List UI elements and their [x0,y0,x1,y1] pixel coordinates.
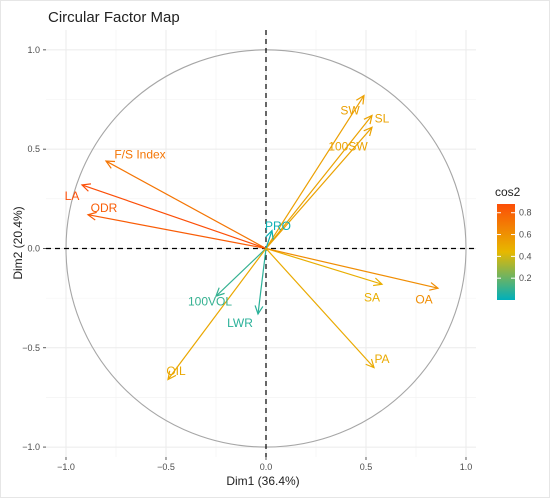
y-tick-label: −0.5 [22,343,40,353]
variable-arrow-100vol [215,248,267,298]
arrow-shaft [257,248,267,315]
arrow-shaft [265,115,373,249]
legend-tick-label: 0.8 [519,208,532,218]
variable-label: SW [340,104,360,118]
variable-label: SL [375,112,390,126]
variable-arrow-lwr [254,248,267,316]
arrow-head [80,183,92,192]
variable-label: 100VOL [188,294,232,308]
variable-label: PRO [265,219,291,233]
variable-label: PA [374,352,389,366]
variable-arrow-pa [265,248,375,369]
arrow-head [167,370,177,381]
arrow-head [104,160,116,169]
variable-arrow-100sw [265,126,373,249]
arrow-head [363,126,373,137]
x-tick-label: 0.5 [360,462,373,472]
y-axis-ticks: −1.0 −0.5 0.0 0.5 1.0 [22,45,46,452]
y-tick-label: 0.5 [27,144,40,154]
arrow-shaft [105,160,267,249]
variable-label: 100SW [328,139,368,153]
arrow-shaft [265,230,273,249]
legend-ticks: 0.2 0.4 0.6 0.8 [497,208,532,283]
arrow-shaft [265,247,439,289]
arrow-shaft [87,214,267,250]
arrow-head [356,94,365,105]
arrow-head [363,114,373,125]
chart-title: Circular Factor Map [48,9,180,26]
variable-label: OIL [166,364,186,378]
arrow-shaft [265,247,383,285]
variable-arrows [80,94,440,381]
arrow-shaft [81,184,267,250]
arrow-shaft [265,126,373,249]
x-tick-label: −1.0 [57,462,75,472]
arrow-head [365,358,375,369]
variable-arrow-sl [265,114,373,249]
variable-arrow-la [80,183,267,250]
variable-arrow-oil [167,248,267,381]
x-tick-label: 0.0 [260,462,273,472]
variable-label: ODR [91,201,118,215]
cos2-legend: cos2 0.2 0.4 0.6 0.8 [495,185,532,300]
legend-tick-label: 0.6 [519,230,532,240]
variable-labels: SW SL 100SW F/S Index LA ODR PRO SA OA 100VOL LWR P… [65,104,433,378]
variable-label: F/S Index [114,147,165,161]
variable-arrow-sa [265,247,384,287]
arrow-head [373,277,384,287]
y-axis-title: Dim2 (20.4%) [11,206,25,279]
arrow-head [429,282,440,291]
variable-arrow-odr [86,211,267,250]
legend-tick-label: 0.2 [519,273,532,283]
x-axis-ticks: −1.0 −0.5 0.0 0.5 1.0 [57,457,472,472]
arrow-head [86,211,97,221]
variable-label: SA [364,290,380,304]
arrow-head [254,305,264,316]
arrow-head [265,229,274,240]
legend-tick-label: 0.4 [519,251,532,261]
arrow-shaft [265,248,375,369]
x-axis-title: Dim1 (36.4%) [226,474,299,488]
y-tick-label: 0.0 [27,243,40,253]
variable-arrow-sw [265,94,365,249]
legend-title: cos2 [495,185,521,199]
x-tick-label: 1.0 [460,462,473,472]
variable-label: LA [65,189,80,203]
variable-arrow-pro [265,229,274,249]
reference-lines [46,30,476,457]
variable-label: LWR [227,316,253,330]
plot-panel [46,30,476,457]
y-tick-label: 1.0 [27,45,40,55]
arrow-head [215,287,225,298]
variable-label: OA [415,292,432,306]
arrow-shaft [215,248,267,297]
variable-arrow-oa [265,247,440,291]
y-tick-label: −1.0 [22,442,40,452]
arrow-shaft [265,95,365,249]
x-tick-label: −0.5 [157,462,175,472]
arrow-shaft [167,248,267,380]
legend-colorbar [497,204,515,300]
minor-grid [46,30,476,457]
variable-arrow-f-s-index [104,160,267,249]
